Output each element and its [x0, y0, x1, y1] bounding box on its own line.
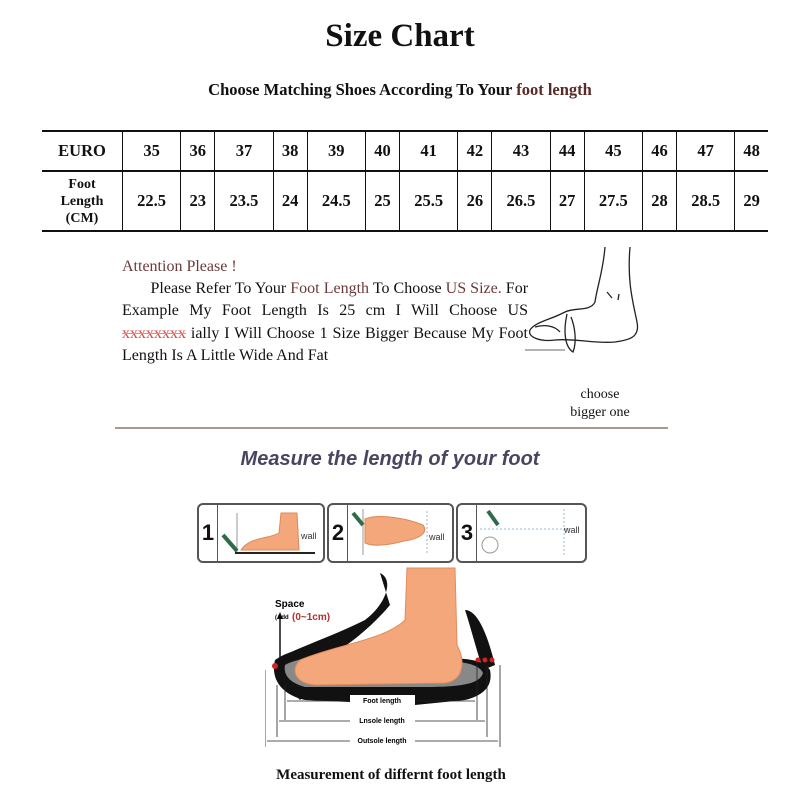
euro-label: EURO — [42, 131, 123, 172]
foot-sketch-caption: choose bigger one — [570, 387, 630, 420]
note-text: For Example My Foot Length Is 25 cm I Wi… — [122, 280, 529, 320]
foot-length-cell: 29 — [734, 171, 768, 231]
note-highlight: US Size. — [445, 280, 502, 298]
euro-size-cell: 48 — [734, 131, 768, 172]
euro-row: EURO 35 36 37 38 39 40 41 42 43 44 45 46 47 48 — [42, 131, 768, 172]
euro-size-cell: 35 — [121, 131, 181, 172]
euro-size-cell: 41 — [399, 131, 458, 172]
size-table: EURO 35 36 37 38 39 40 41 42 43 44 45 46 47 48 Foot Le… — [42, 130, 768, 232]
euro-size-cell: 40 — [364, 131, 400, 172]
outsole-length-label: Outsole length — [358, 738, 407, 745]
euro-size-cell: 39 — [306, 131, 366, 172]
foot-length-cell: 24 — [272, 171, 308, 231]
euro-size-cell: 45 — [583, 131, 643, 172]
measure-heading: Measure the length of your foot — [240, 448, 540, 470]
foot-length-cell: 25 — [364, 171, 400, 231]
foot-length-cell: 28.5 — [676, 171, 735, 231]
note-text: ially I Will Choose 1 Size Bigger Becaus… — [122, 324, 528, 364]
add-value: (0~1cm) — [292, 612, 330, 623]
subtitle-text: Choose Matching Shoes According To Your — [208, 80, 513, 99]
euro-size-cell: 37 — [214, 131, 274, 172]
subtitle: Choose Matching Shoes According To Your … — [0, 80, 800, 100]
foot-length-cell: 25.5 — [399, 171, 458, 231]
note-highlight: Foot Length — [290, 280, 370, 298]
caption: Measurement of differnt foot length — [276, 767, 506, 783]
note-text: To Choose — [372, 280, 442, 298]
note-redacted: xxxxxxxx — [122, 324, 186, 342]
foot-length-cell: 22.5 — [121, 171, 181, 231]
euro-size-cell: 42 — [457, 131, 492, 172]
wall-label: wall — [564, 525, 580, 535]
step-number: 1 — [199, 505, 218, 561]
euro-size-cell: 38 — [272, 131, 308, 172]
foot-length-label: Foot Length (CM) — [60, 176, 104, 226]
foot-length-cell: 28 — [641, 171, 677, 231]
foot-sketch — [525, 246, 639, 353]
foot-length-label: Foot length — [363, 698, 401, 705]
note-text: Please Refer To Your — [150, 280, 287, 298]
wall-label: wall — [301, 531, 317, 541]
insole-length-label: Lnsole length — [359, 718, 405, 725]
euro-size-cell: 36 — [180, 131, 215, 172]
foot-length-cell: 23 — [180, 171, 215, 231]
foot-length-cell: 27.5 — [583, 171, 643, 231]
foot-on-paper-illustration — [221, 512, 315, 554]
step-2: 2 wall — [327, 503, 454, 563]
step-number: 2 — [329, 505, 348, 561]
foot-length-cell: 23.5 — [214, 171, 274, 231]
foot-length-row: Foot Length (CM) 22.5 23 23.5 24 24.5 25 25.5 26 2… — [42, 171, 768, 231]
divider — [115, 427, 668, 429]
euro-size-cell: 47 — [676, 131, 735, 172]
step-1: 1 wall — [197, 503, 325, 563]
euro-size-cell: 44 — [549, 131, 585, 172]
subtitle-highlight: foot length — [516, 80, 592, 99]
page-title: Size Chart — [325, 18, 475, 54]
foot-length-cell: 27 — [549, 171, 585, 231]
euro-size-cell: 46 — [641, 131, 677, 172]
foot-length-cell: 24.5 — [306, 171, 366, 231]
foot-length-cell: 26 — [457, 171, 492, 231]
foot-top-view-illustration — [351, 509, 428, 555]
add-prefix: (Add — [275, 615, 289, 621]
euro-size-cell: 43 — [491, 131, 551, 172]
attention-heading: Attention Please ! — [122, 258, 237, 275]
space-label: Space — [275, 599, 305, 610]
wall-label: wall — [429, 532, 445, 542]
shoe-cross-section-diagram: Foot length Lnsole length Outsole length… — [265, 567, 501, 747]
step-number: 3 — [458, 505, 477, 561]
step-3: 3 wall — [456, 503, 587, 563]
measurement-marks-illustration — [480, 509, 570, 555]
attention-note: Attention Please ! Please Refer To Your … — [122, 256, 528, 367]
foot-length-cell: 26.5 — [491, 171, 551, 231]
